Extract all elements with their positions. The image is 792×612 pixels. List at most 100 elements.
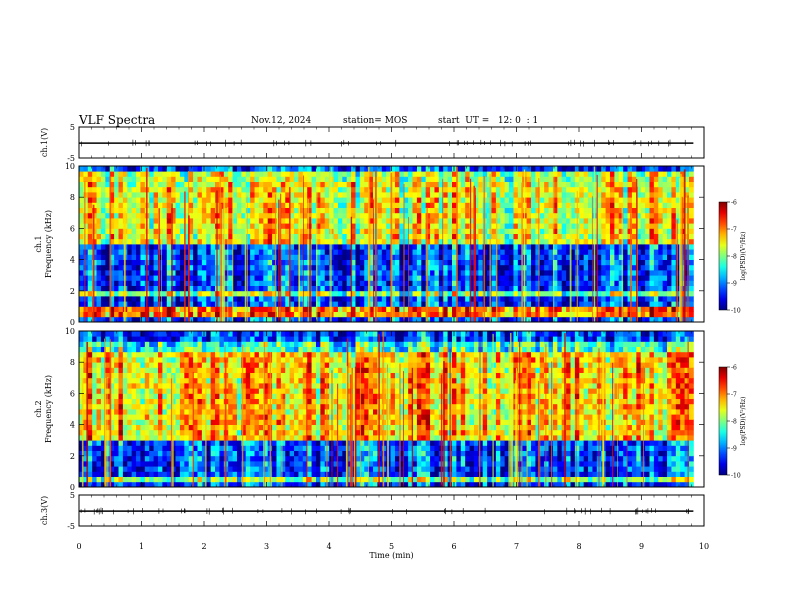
spectrogram-cell — [416, 280, 422, 286]
spectrogram-cell — [109, 296, 115, 302]
spectrogram-cell — [127, 471, 133, 477]
spectrogram-cell — [500, 244, 506, 250]
spectrogram-cell — [166, 285, 172, 292]
spectrogram-cell — [535, 285, 541, 292]
spectrogram-cell — [254, 316, 260, 323]
spectrogram-cell — [636, 270, 642, 276]
spectrogram-cell — [662, 316, 668, 323]
spectrogram-cell — [473, 223, 479, 229]
spectrogram-cell — [359, 228, 365, 234]
spectrogram-cell — [206, 238, 212, 245]
spectrogram-cell — [456, 254, 462, 260]
spectrogram-cell — [421, 192, 427, 198]
spectrogram-cell — [552, 233, 558, 240]
spectrogram-cell — [118, 424, 124, 431]
spectrogram-cell — [588, 166, 593, 172]
spectrogram-cell — [614, 202, 620, 208]
spectrogram-cell — [544, 192, 549, 198]
spectrogram-cell — [482, 306, 488, 312]
spectrogram-cell — [105, 264, 111, 271]
spectrogram-cell — [557, 306, 563, 312]
spectrogram-cell — [315, 238, 321, 245]
spectrogram-cell — [509, 264, 514, 271]
spectrogram-cell — [526, 280, 532, 286]
spectrogram-cell — [566, 306, 571, 312]
spectrogram-cell — [495, 275, 501, 281]
spectrogram-cell — [311, 280, 317, 286]
spectrogram-cell — [667, 275, 672, 281]
spectrogram-cell — [184, 202, 190, 208]
spectrogram-cell — [359, 280, 365, 286]
spectrogram-cell — [122, 351, 128, 358]
spectrogram-cell — [100, 238, 106, 245]
spectrogram-cell — [294, 166, 299, 172]
spectrogram-cell — [671, 212, 677, 219]
spectrogram-cell — [552, 244, 558, 250]
spectrogram-cell — [548, 207, 554, 214]
spectrogram-cell — [517, 202, 523, 208]
spectrogram-cell — [193, 244, 198, 250]
spectrogram-cell — [662, 228, 668, 234]
spectrogram-cell — [285, 275, 291, 281]
spectrogram-cell — [131, 296, 137, 302]
spectrogram-cell — [526, 197, 532, 203]
spectrogram-cell — [337, 244, 343, 250]
spectrogram-cell — [408, 207, 413, 214]
spectrogram-cell — [667, 306, 672, 312]
spectrogram-cell — [184, 186, 190, 193]
spectrogram-cell — [399, 233, 405, 240]
spectrogram-cell — [522, 166, 528, 172]
spectrogram-cell — [236, 233, 242, 240]
spectrogram-cell — [254, 270, 260, 276]
spectrogram-cell — [109, 212, 115, 219]
spectrogram-cell — [649, 249, 655, 255]
spectrogram-cell — [618, 212, 624, 219]
spectrogram-cell — [403, 270, 409, 276]
spectrogram-cell — [531, 259, 536, 266]
spectrogram-cell — [100, 398, 106, 405]
spectrogram-cell — [114, 202, 119, 208]
spectrogram-cell — [79, 316, 84, 323]
spectrogram-cell — [193, 306, 198, 312]
spectrogram-cell — [346, 254, 352, 260]
spectrogram-cell — [333, 186, 339, 193]
spectrogram-cell — [79, 306, 84, 312]
spectrogram-cell — [452, 254, 457, 260]
spectrogram-cell — [136, 218, 141, 224]
spectrogram-cell — [403, 244, 409, 250]
spectrogram-cell — [333, 212, 339, 219]
spectrogram-cell — [223, 181, 229, 188]
spectrogram-cell — [280, 290, 286, 297]
spectrogram-cell — [122, 424, 128, 431]
spectrogram-cell — [495, 270, 501, 276]
spectrogram-cell — [267, 259, 273, 266]
spectrogram-cell — [263, 259, 269, 266]
spectrogram-cell — [109, 450, 115, 457]
spectrogram-cell — [434, 233, 440, 240]
spectrogram-cell — [100, 388, 106, 394]
spectrogram-cell — [232, 290, 238, 297]
spectrogram-cell — [149, 218, 154, 224]
spectrogram-cell — [583, 233, 589, 240]
spectrogram-cell — [337, 192, 343, 198]
spectrogram-cell — [627, 212, 633, 219]
spectrogram-cell — [131, 476, 137, 483]
spectrogram-cell — [386, 171, 391, 177]
spectrogram-cell — [482, 280, 488, 286]
spectrogram-cell — [359, 166, 365, 172]
spectrogram-cell — [267, 207, 273, 214]
spectrogram-cell — [79, 367, 84, 373]
spectrogram-cell — [675, 238, 681, 245]
spectrogram-cell — [658, 176, 664, 182]
spectrogram-cell — [394, 233, 400, 240]
spectrogram-cell — [324, 233, 330, 240]
spectrogram-cell — [526, 285, 532, 292]
spectrogram-cell — [79, 228, 84, 234]
spectrogram-cell — [552, 223, 558, 229]
spectrogram-cell — [250, 207, 255, 214]
spectrogram-cell — [162, 249, 168, 255]
spectrogram-cell — [517, 280, 523, 286]
spectrogram-cell — [452, 202, 457, 208]
spectrogram-cell — [377, 311, 383, 318]
spectrogram-cell — [675, 181, 681, 188]
